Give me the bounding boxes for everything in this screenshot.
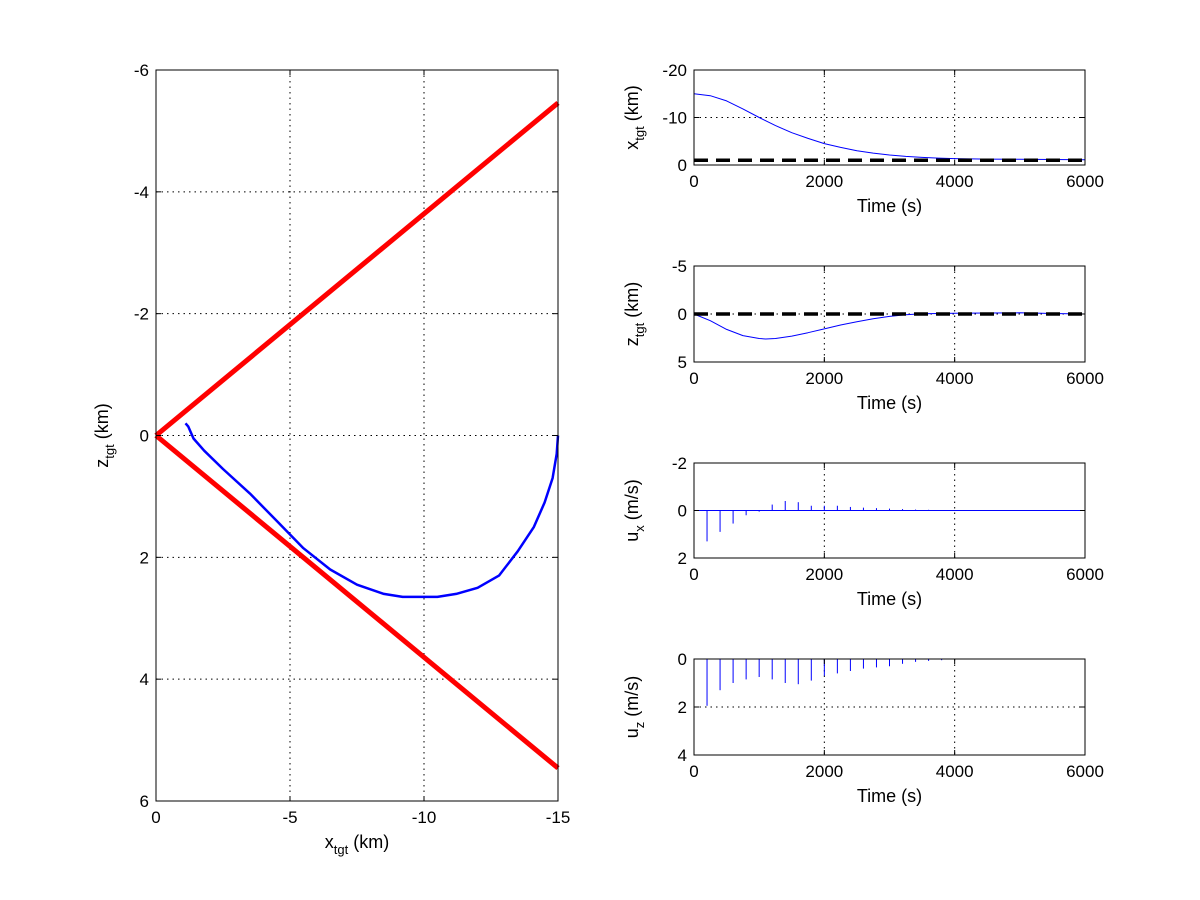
x-vs-time-plot: 0 2000 4000 6000 -20 -10 0 Time (s) xtgt (km) — [622, 61, 1104, 216]
y-tick-label: 4 — [140, 670, 149, 689]
y-tick-label: 2 — [678, 549, 687, 568]
uz-vs-time-plot: 0 2000 4000 6000 0 2 4 Time (s) uz (m/s) — [622, 650, 1104, 806]
trajectory-line — [693, 93, 1086, 161]
y-tick-label: 0 — [678, 156, 687, 175]
y-tick-label: -10 — [662, 109, 687, 128]
y-tick-label: -4 — [134, 183, 149, 202]
x-axis-label: Time (s) — [857, 393, 922, 413]
y-tick-label: 6 — [140, 792, 149, 811]
x-tick-label: -10 — [412, 808, 437, 827]
y-axis-label: xtgt (km) — [622, 85, 647, 149]
x-axis-label: Time (s) — [857, 196, 922, 216]
x-tick-label: 2000 — [805, 565, 843, 584]
trajectory-line — [693, 312, 1086, 340]
x-tick-label: 2000 — [805, 369, 843, 388]
x-axis-label: xtgt (km) — [325, 832, 389, 857]
cone-upper-line — [154, 100, 560, 438]
x-tick-label: 6000 — [1066, 369, 1104, 388]
y-tick-label: 2 — [140, 548, 149, 567]
y-tick-label: -5 — [672, 257, 687, 276]
y-tick-label: 0 — [678, 650, 687, 669]
y-tick-label: -2 — [134, 305, 149, 324]
x-tick-label: 4000 — [936, 369, 974, 388]
x-tick-label: 0 — [689, 369, 698, 388]
x-tick-label: 0 — [689, 172, 698, 191]
y-tick-label: -2 — [672, 454, 687, 473]
x-tick-label: 4000 — [936, 172, 974, 191]
y-axis-label: ztgt (km) — [622, 282, 647, 346]
x-tick-label: 0 — [151, 808, 160, 827]
y-tick-label: 0 — [140, 427, 149, 446]
trajectory-line — [184, 422, 560, 599]
x-tick-label: -5 — [282, 808, 297, 827]
y-axis-label: uz (m/s) — [622, 676, 647, 739]
y-tick-label: -20 — [662, 61, 687, 80]
x-axis-label: Time (s) — [857, 786, 922, 806]
y-tick-label: 2 — [678, 698, 687, 717]
x-tick-label: 2000 — [805, 762, 843, 781]
y-axis-label: ux (m/s) — [622, 479, 647, 542]
plot-area — [694, 70, 1085, 165]
y-tick-label: 0 — [678, 305, 687, 324]
x-tick-label: 0 — [689, 565, 698, 584]
x-tick-label: 6000 — [1066, 172, 1104, 191]
y-tick-label: 0 — [678, 502, 687, 521]
x-tick-label: -15 — [546, 808, 571, 827]
x-tick-label: 4000 — [936, 762, 974, 781]
trajectory-plot: 0 -5 -10 -15 -6 -4 -2 0 2 4 6 xtgt (km) ztgt (km) — [92, 61, 570, 857]
y-axis-label: ztgt (km) — [92, 403, 117, 467]
y-tick-label: -6 — [134, 61, 149, 80]
x-tick-label: 6000 — [1066, 565, 1104, 584]
y-tick-label: 5 — [678, 353, 687, 372]
x-tick-label: 0 — [689, 762, 698, 781]
x-tick-label: 2000 — [805, 172, 843, 191]
plot-area — [694, 659, 1085, 755]
x-tick-label: 4000 — [936, 565, 974, 584]
x-tick-label: 6000 — [1066, 762, 1104, 781]
cone-lower-line — [154, 433, 560, 771]
y-tick-label: 4 — [678, 746, 687, 765]
x-axis-label: Time (s) — [857, 589, 922, 609]
